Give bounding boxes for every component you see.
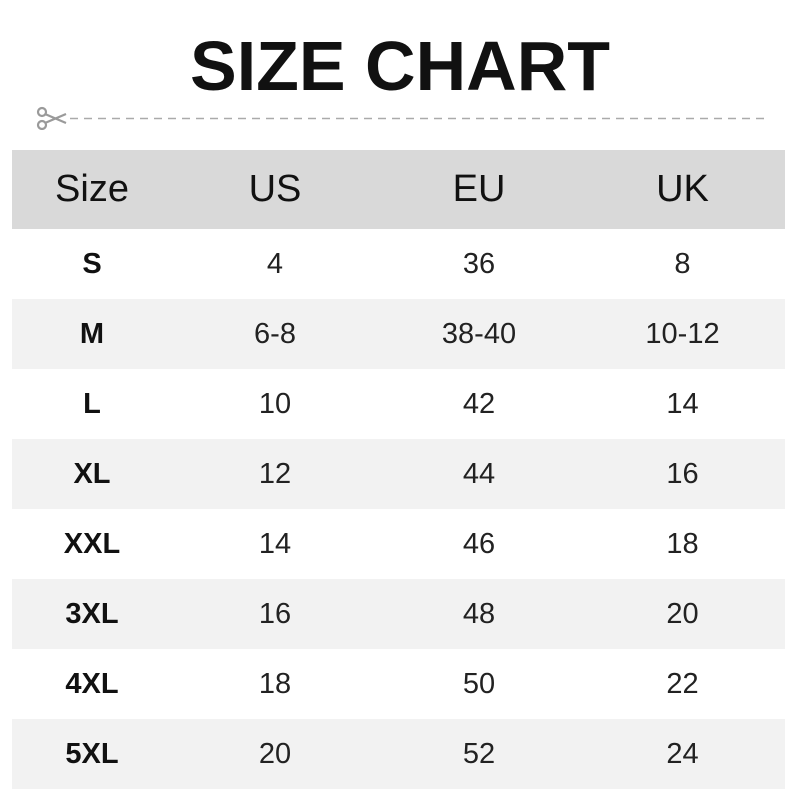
cell-us: 14 xyxy=(258,527,292,560)
cell-size: M xyxy=(79,317,105,350)
cell-size: XL xyxy=(73,457,111,490)
cell-eu: 50 xyxy=(462,667,496,700)
table-row: S 4 36 8 xyxy=(12,229,785,299)
cell-us: 12 xyxy=(258,457,292,490)
table-row: XXL 14 46 18 xyxy=(12,509,785,579)
table-row: L 10 42 14 xyxy=(12,369,785,439)
cell-uk: 14 xyxy=(666,387,699,420)
cell-eu: 44 xyxy=(462,457,496,490)
cell-eu: 48 xyxy=(462,597,496,630)
cell-us: 6-8 xyxy=(254,317,296,350)
table-row: XL 12 44 16 xyxy=(12,439,785,509)
cell-us: 20 xyxy=(258,737,292,770)
cell-size: L xyxy=(83,387,101,420)
cell-eu: 42 xyxy=(462,387,496,420)
table-header: Size US EU UK xyxy=(12,150,785,229)
table-row: 4XL 18 50 22 xyxy=(12,649,785,719)
cell-us: 18 xyxy=(258,667,292,700)
cell-uk: 16 xyxy=(666,457,699,490)
table-row: 5XL 20 52 24 xyxy=(12,719,785,789)
cell-eu: 36 xyxy=(462,247,496,280)
cell-size: 3XL xyxy=(65,597,119,630)
cell-eu: 46 xyxy=(462,527,496,560)
cut-line xyxy=(36,106,768,130)
size-table: Size US EU UK S 4 36 8 M 6-8 38-40 10-12 L 10 42 14… xyxy=(12,150,785,789)
page-title: SIZE CHART xyxy=(190,27,610,105)
cell-eu: 38-40 xyxy=(441,317,517,350)
cell-uk: 18 xyxy=(666,527,699,560)
cell-us: 16 xyxy=(258,597,292,630)
cell-eu: 52 xyxy=(462,737,496,770)
cell-uk: 24 xyxy=(666,737,699,770)
table-row: 3XL 16 48 20 xyxy=(12,579,785,649)
cell-uk: 22 xyxy=(666,667,699,700)
cell-uk: 10-12 xyxy=(645,317,720,350)
header-us: US xyxy=(248,168,302,210)
header-uk: UK xyxy=(656,168,709,210)
cell-size: S xyxy=(82,247,102,280)
cell-size: 4XL xyxy=(65,667,119,700)
cell-size: XXL xyxy=(63,527,121,560)
header-eu: EU xyxy=(452,168,506,210)
cell-us: 4 xyxy=(266,247,284,280)
cell-uk: 20 xyxy=(666,597,699,630)
header-size: Size xyxy=(55,168,129,210)
scissors-icon xyxy=(36,106,67,130)
cell-size: 5XL xyxy=(65,737,119,770)
cell-us: 10 xyxy=(258,387,292,420)
table-row: M 6-8 38-40 10-12 xyxy=(12,299,785,369)
cell-uk: 8 xyxy=(674,247,691,280)
